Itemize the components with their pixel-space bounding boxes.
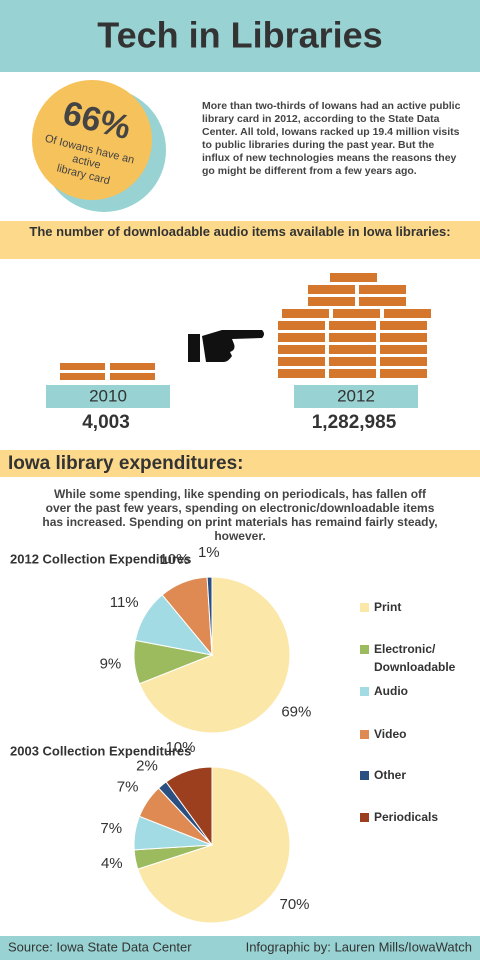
legend-swatch bbox=[360, 813, 369, 822]
pie-label: 70% bbox=[280, 896, 310, 913]
brick bbox=[380, 357, 427, 366]
expenditures-text: While some spending, like spending on pe… bbox=[42, 487, 438, 543]
hand-shape bbox=[202, 330, 264, 362]
pie-slice bbox=[165, 766, 213, 847]
pie-label: 7% bbox=[117, 779, 139, 796]
count-label: 1,282,985 bbox=[312, 412, 397, 433]
brick bbox=[330, 273, 377, 282]
legend-swatch bbox=[360, 687, 369, 696]
legend-label: Other bbox=[374, 768, 406, 782]
hand-cuff bbox=[188, 334, 200, 362]
pie-label: 4% bbox=[101, 855, 123, 872]
pie-label: 9% bbox=[100, 656, 122, 673]
legend-label: Electronic/Downloadable bbox=[374, 642, 456, 674]
audio-heading: The number of downloadable audio items a… bbox=[29, 224, 451, 239]
pie-label: 10% bbox=[159, 551, 189, 568]
footer-credit: Infographic by: Lauren Mills/IowaWatch bbox=[246, 939, 472, 954]
title: Tech in Libraries bbox=[97, 15, 382, 56]
brick bbox=[278, 345, 325, 354]
legend-label: Audio bbox=[374, 684, 408, 698]
brick bbox=[110, 363, 155, 370]
brick bbox=[329, 321, 376, 330]
pie-slice bbox=[137, 766, 291, 924]
section-heading: Iowa library expenditures: bbox=[8, 453, 243, 474]
chart-title: 2003 Collection Expenditures bbox=[10, 743, 191, 758]
brick bbox=[308, 285, 355, 294]
footer-band bbox=[0, 936, 480, 960]
badge bbox=[32, 80, 152, 200]
pie-slice bbox=[138, 576, 291, 734]
year-label: 2012 bbox=[337, 386, 375, 405]
year-box bbox=[294, 385, 418, 408]
legend-swatch bbox=[360, 645, 369, 654]
chart-title: 2012 Collection Expenditures bbox=[10, 551, 191, 566]
brick bbox=[380, 321, 427, 330]
pointing-hand bbox=[188, 330, 264, 362]
bricks bbox=[60, 273, 431, 380]
year-label: 2010 bbox=[89, 386, 127, 405]
brick bbox=[329, 369, 376, 378]
year-box bbox=[46, 385, 170, 408]
brick bbox=[333, 309, 380, 318]
pie-label: 11% bbox=[110, 594, 139, 611]
audio-band bbox=[0, 221, 480, 259]
brick bbox=[329, 333, 376, 342]
brick bbox=[380, 369, 427, 378]
brick bbox=[384, 309, 431, 318]
expenditures-band bbox=[0, 450, 480, 477]
pie-label: 69% bbox=[281, 703, 311, 720]
legend-label: Periodicals bbox=[374, 810, 438, 824]
intro-text: More than two-thirds of Iowans had an ac… bbox=[202, 100, 461, 177]
brick bbox=[329, 357, 376, 366]
brick bbox=[60, 373, 105, 380]
brick bbox=[278, 357, 325, 366]
legend-swatch bbox=[360, 771, 369, 780]
footer-source: Source: Iowa State Data Center bbox=[8, 939, 192, 954]
pie-slice bbox=[206, 576, 213, 656]
brick bbox=[110, 373, 155, 380]
pie-label: 7% bbox=[100, 820, 122, 837]
pie-label: 10% bbox=[165, 739, 195, 756]
legend-swatch bbox=[360, 603, 369, 612]
brick bbox=[278, 333, 325, 342]
brick bbox=[282, 309, 329, 318]
brick bbox=[60, 363, 105, 370]
header-band bbox=[0, 0, 480, 72]
brick bbox=[359, 297, 406, 306]
brick bbox=[278, 369, 325, 378]
pie-label: 1% bbox=[198, 544, 220, 561]
brick bbox=[308, 297, 355, 306]
legend-swatch bbox=[360, 730, 369, 739]
count-label: 4,003 bbox=[82, 412, 130, 433]
legend-label: Video bbox=[374, 727, 406, 741]
brick bbox=[359, 285, 406, 294]
legend-label: Print bbox=[374, 600, 401, 614]
brick bbox=[380, 345, 427, 354]
brick bbox=[278, 321, 325, 330]
brick bbox=[329, 345, 376, 354]
brick bbox=[380, 333, 427, 342]
pie-label: 2% bbox=[136, 757, 158, 774]
